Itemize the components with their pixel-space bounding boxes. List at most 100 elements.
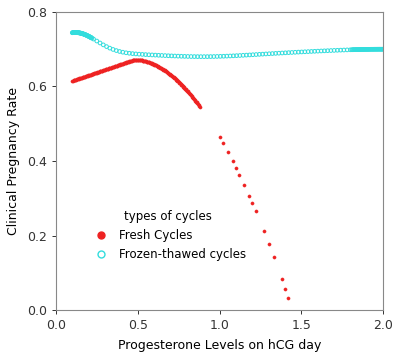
Point [176, 79, 182, 85]
Point [72, 77, 79, 83]
Point [110, 47, 116, 52]
Point [351, 47, 358, 52]
Point [121, 60, 128, 66]
Point [194, 54, 201, 60]
Point [149, 52, 155, 58]
Point [162, 67, 168, 73]
Point [105, 66, 111, 71]
Point [82, 74, 89, 79]
Point [88, 34, 94, 40]
Point [174, 77, 180, 83]
Point [96, 69, 102, 75]
Point [126, 59, 132, 65]
Point [371, 46, 378, 52]
Point [292, 50, 298, 55]
Point [293, 320, 300, 326]
Point [77, 30, 84, 36]
Point [75, 30, 82, 36]
Point [87, 72, 94, 78]
Point [120, 49, 126, 55]
Point [256, 51, 262, 57]
Point [144, 59, 150, 65]
Point [81, 74, 88, 80]
Point [141, 58, 147, 64]
Point [253, 52, 259, 57]
Point [82, 74, 88, 79]
Point [146, 52, 152, 58]
Point [82, 32, 88, 37]
Point [115, 62, 122, 68]
Point [204, 54, 210, 60]
Point [188, 92, 194, 98]
Point [113, 63, 119, 69]
Point [344, 47, 350, 53]
Point [126, 59, 132, 64]
Point [90, 36, 97, 42]
Point [97, 40, 103, 46]
Point [170, 74, 176, 80]
Point [77, 30, 83, 36]
Point [176, 80, 182, 85]
Point [186, 91, 193, 97]
Point [76, 76, 82, 81]
Point [168, 73, 174, 78]
Point [130, 57, 136, 63]
Point [84, 33, 90, 38]
Point [252, 208, 259, 214]
Point [185, 89, 192, 95]
Point [220, 53, 227, 59]
Point [86, 72, 92, 78]
Point [236, 172, 242, 177]
Point [124, 59, 130, 65]
Point [151, 62, 158, 67]
Point [80, 74, 86, 80]
Point [191, 54, 198, 60]
Point [230, 53, 236, 59]
Point [233, 165, 239, 171]
Point [71, 30, 78, 36]
Point [98, 68, 105, 74]
Point [123, 60, 129, 65]
Point [197, 104, 203, 109]
Point [155, 52, 162, 58]
Point [116, 48, 123, 54]
Point [86, 33, 92, 39]
Point [157, 65, 163, 70]
Point [102, 67, 109, 73]
Point [172, 53, 178, 59]
Point [362, 47, 368, 52]
Point [194, 101, 200, 106]
Point [110, 64, 116, 70]
Point [70, 78, 77, 83]
Point [127, 58, 133, 64]
Point [227, 53, 233, 59]
Point [370, 46, 376, 52]
Point [224, 149, 231, 155]
Point [147, 60, 154, 66]
Point [104, 66, 110, 72]
Point [86, 34, 92, 39]
Point [133, 57, 140, 62]
Point [78, 75, 84, 81]
Point [85, 33, 92, 39]
Point [76, 30, 83, 36]
Point [182, 87, 189, 92]
Point [331, 47, 337, 53]
Point [374, 46, 380, 52]
Point [144, 59, 150, 65]
Point [132, 57, 138, 62]
Point [140, 58, 147, 64]
Point [73, 30, 80, 36]
Point [170, 75, 177, 80]
Point [192, 98, 198, 104]
Point [69, 78, 76, 84]
Point [246, 193, 252, 199]
Point [111, 64, 117, 70]
Point [182, 86, 188, 92]
Point [161, 67, 167, 73]
Point [250, 52, 256, 57]
Point [172, 76, 179, 82]
Point [355, 47, 362, 52]
Point [119, 61, 126, 67]
Point [173, 77, 179, 83]
